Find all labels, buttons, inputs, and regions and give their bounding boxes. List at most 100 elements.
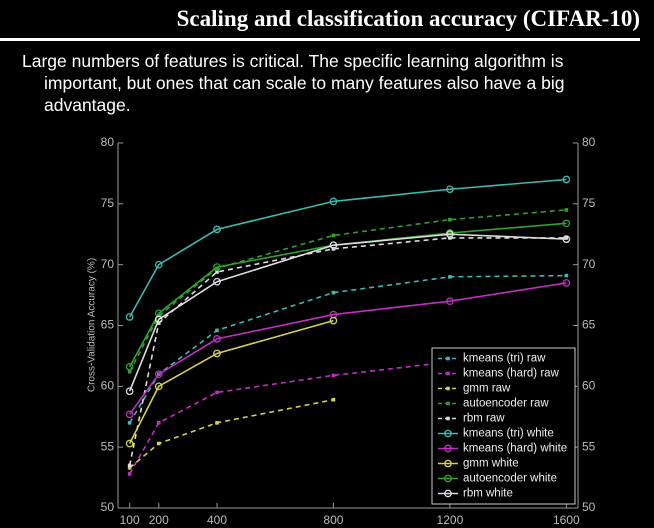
data-point [127, 369, 132, 374]
series-line [128, 178, 567, 318]
data-point [331, 397, 336, 402]
data-point [329, 316, 338, 325]
data-point [329, 197, 338, 206]
series-line [128, 274, 567, 424]
data-point [331, 373, 336, 378]
y-tick-label: 75 [101, 196, 115, 210]
y-tick-label: 80 [101, 135, 115, 149]
data-point [125, 313, 134, 321]
data-point [448, 275, 452, 279]
series-line [128, 319, 334, 444]
x-tick-label: 1200 [437, 513, 464, 527]
x-tick-label: 100 [120, 513, 140, 527]
data-point [127, 463, 132, 468]
data-point [213, 225, 221, 234]
data-point [329, 241, 338, 250]
data-point [215, 390, 219, 395]
legend-label: autoencoder raw [463, 398, 549, 410]
data-point [562, 279, 571, 287]
slide-text: Large numbers of features is critical. T… [22, 51, 565, 115]
data-point [213, 263, 221, 271]
data-point [564, 236, 569, 240]
y-tick-label: 65 [101, 318, 115, 332]
y2-tick-label: 75 [582, 196, 596, 210]
data-point [331, 290, 336, 295]
x-tick-label: 200 [149, 513, 169, 527]
data-point [125, 387, 134, 396]
data-point [154, 370, 163, 379]
y2-tick-label: 70 [582, 257, 596, 271]
legend-label: gmm raw [463, 383, 511, 395]
data-point [125, 439, 134, 448]
data-point [331, 233, 336, 238]
data-point [564, 273, 569, 278]
legend-marker [444, 474, 452, 483]
slide-title: Scaling and classification accuracy (CIF… [176, 6, 640, 31]
legend-label: autoencoder white [463, 473, 557, 485]
legend-label: kmeans (tri) raw [463, 353, 546, 365]
data-point [125, 363, 134, 371]
data-point [215, 421, 219, 425]
legend-marker [446, 356, 450, 361]
series-line [128, 361, 450, 475]
data-point [154, 260, 163, 269]
y-tick-label: 50 [101, 500, 115, 514]
data-point [446, 185, 454, 194]
legend-marker [444, 444, 452, 453]
legend-label: kmeans (hard) raw [463, 368, 560, 380]
y-tick-label: 70 [101, 257, 115, 271]
y-axis-label: Cross-Validation Accuracy (%) [87, 258, 98, 392]
data-point [562, 235, 571, 243]
y2-tick-label: 80 [582, 135, 596, 149]
title-rule [0, 38, 640, 41]
data-point [562, 219, 571, 228]
data-point [213, 335, 221, 343]
x-tick-label: 800 [323, 513, 343, 527]
data-point [156, 441, 161, 446]
legend-marker [444, 429, 452, 438]
data-point [215, 266, 219, 271]
data-point [215, 328, 219, 333]
y2-tick-label: 60 [582, 379, 596, 393]
data-point [127, 421, 132, 425]
legend-label: kmeans (tri) white [463, 428, 554, 440]
series-line [128, 233, 567, 392]
series-line [128, 237, 567, 466]
data-point [446, 230, 454, 239]
y2-tick-label: 50 [582, 500, 596, 514]
data-point [562, 175, 571, 184]
series-line [128, 209, 567, 373]
data-point [154, 315, 163, 324]
legend-marker [446, 401, 450, 406]
series-line [128, 282, 567, 415]
legend-label: kmeans (hard) white [463, 443, 567, 455]
legend-marker [446, 371, 450, 376]
data-point [448, 217, 452, 222]
data-point [564, 208, 569, 212]
x-tick-label: 400 [207, 513, 227, 527]
legend-label: rbm white [463, 488, 513, 500]
y2-tick-label: 65 [582, 318, 596, 332]
legend-marker [444, 489, 452, 498]
data-point [213, 349, 221, 358]
legend-marker [446, 416, 450, 421]
x-tick-label: 1600 [553, 513, 580, 527]
y2-tick-label: 55 [582, 439, 596, 453]
y-tick-label: 55 [101, 439, 115, 453]
legend-label: gmm white [463, 458, 519, 470]
data-point [213, 277, 221, 286]
legend-marker [446, 386, 450, 391]
legend-label: rbm raw [463, 413, 505, 425]
data-point [156, 421, 161, 425]
data-point [127, 472, 132, 476]
data-point [215, 270, 219, 274]
data-point [154, 382, 163, 391]
legend-marker [444, 459, 452, 468]
data-point [125, 410, 134, 419]
data-point [446, 297, 454, 306]
y-tick-label: 60 [101, 379, 115, 393]
series-line [129, 398, 334, 469]
data-point [127, 466, 132, 470]
